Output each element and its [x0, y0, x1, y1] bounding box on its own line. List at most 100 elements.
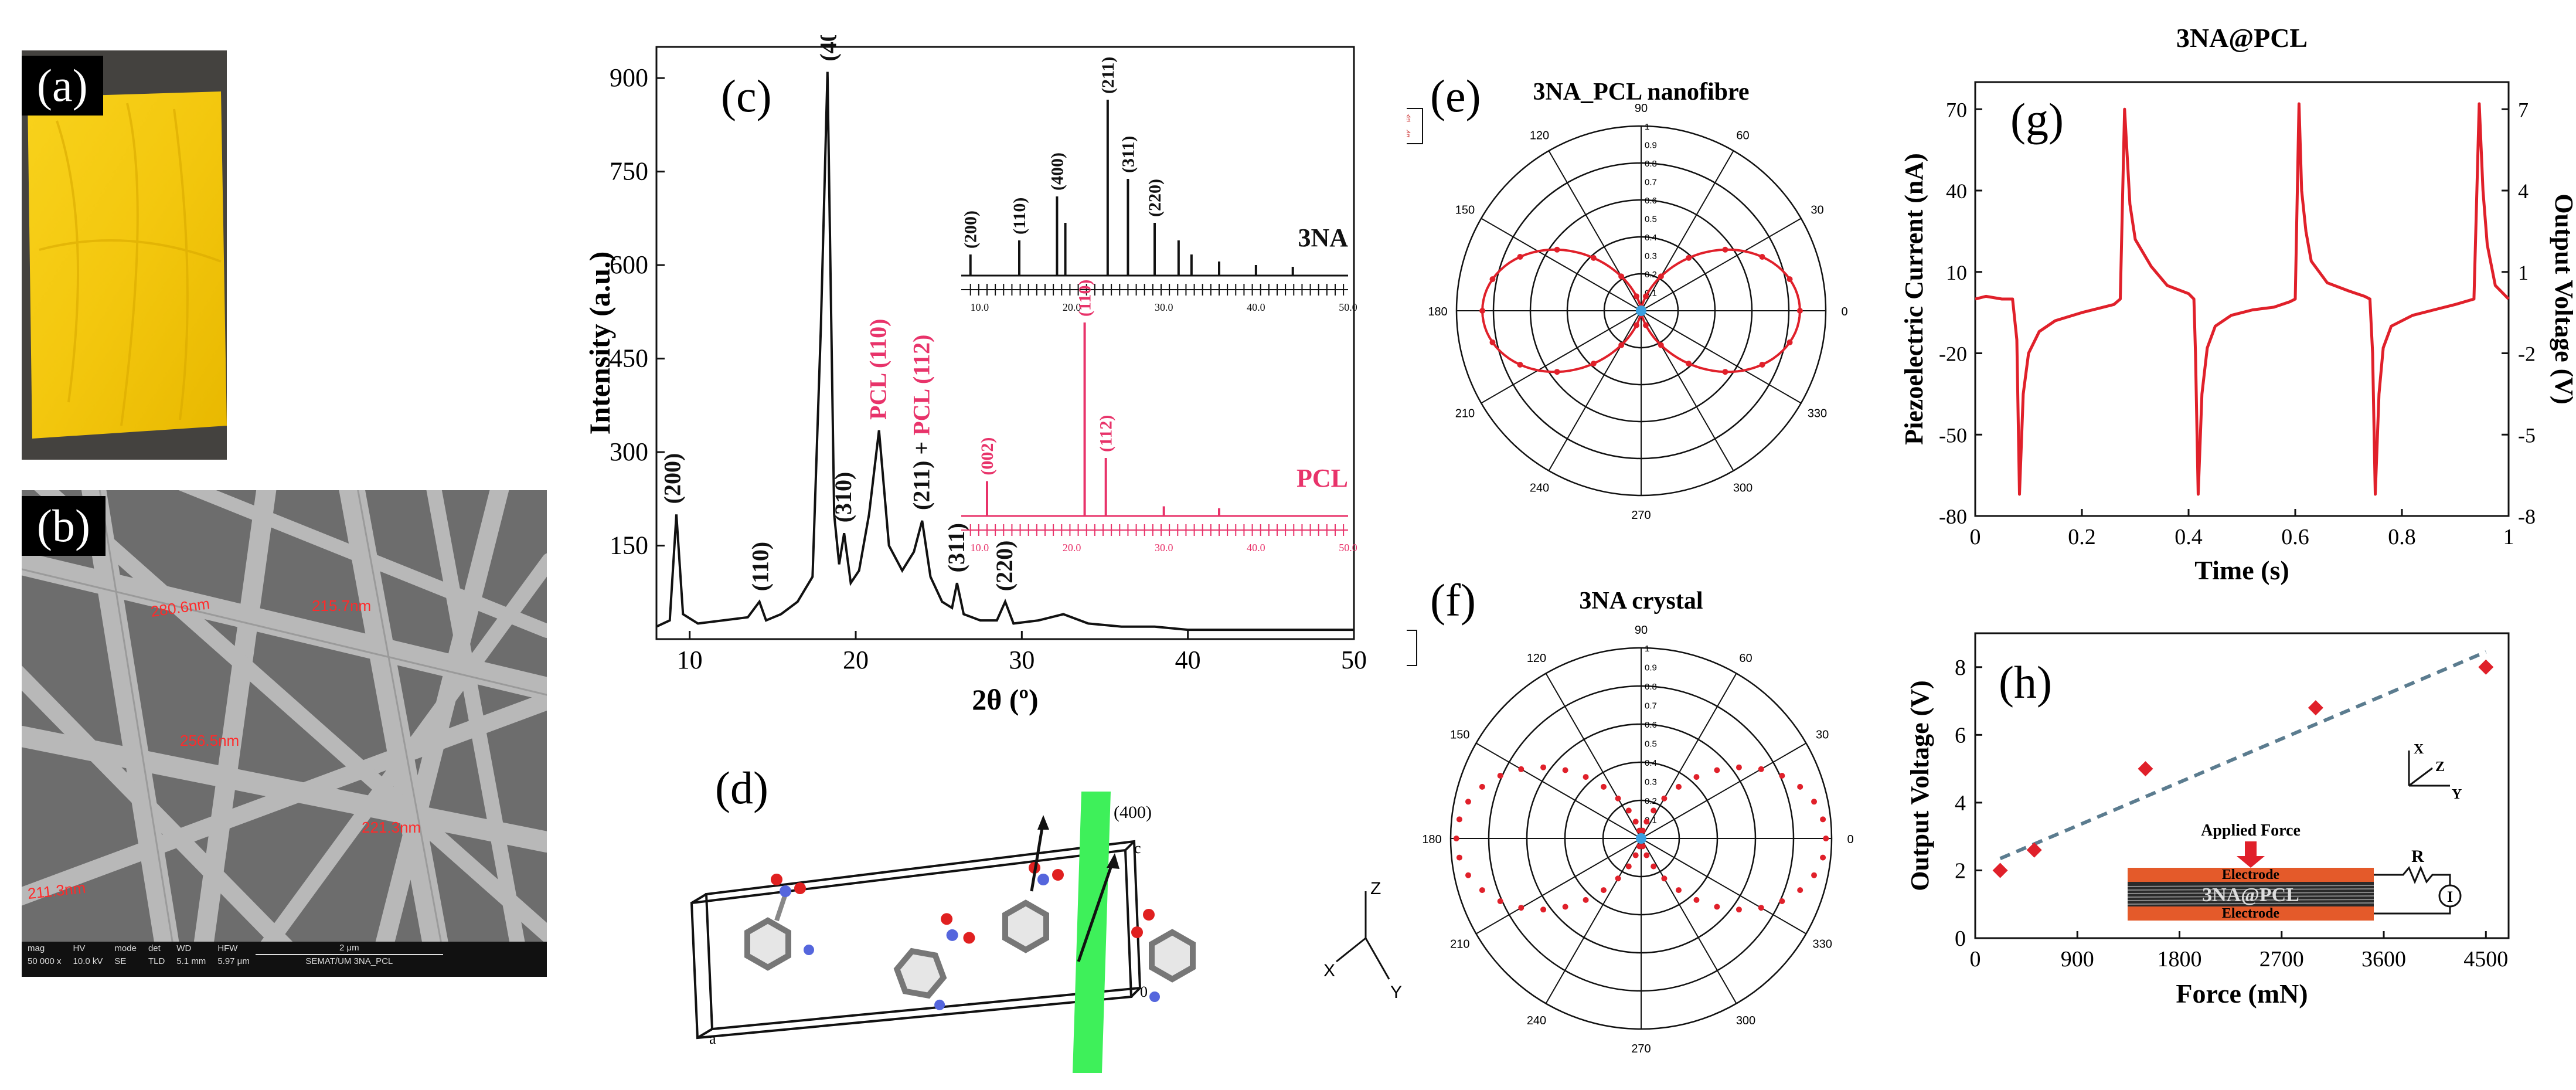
x-axis-label: Force (mN) — [2176, 979, 2308, 1008]
databar-h-hv: HV — [73, 943, 86, 953]
panel-b-label: (b) — [22, 496, 106, 556]
x-tick-label: 10 — [677, 646, 703, 674]
polar-data-point — [1479, 887, 1485, 894]
polar-data-point — [1497, 772, 1503, 779]
triad-y-label: Y — [2452, 787, 2462, 802]
axis-x-label: X — [1323, 961, 1335, 980]
polar-spoke — [1548, 310, 1642, 471]
electrode-bottom-label: Electrode — [2222, 906, 2280, 921]
polar-angle-label: 330 — [1808, 408, 1827, 420]
current-voltage-chart: 3NA@PCL (g) 0 0.2 0.4 0.6 0.8 1 70 7 40 4 10 1 -20 -2 -5… — [1900, 23, 2573, 585]
peak-label: (110) — [747, 542, 774, 591]
polar-data-point — [1736, 906, 1742, 913]
triad-axis — [2408, 767, 2433, 787]
polar-angle-label: 300 — [1733, 482, 1753, 495]
triad-x-label: X — [2414, 742, 2424, 757]
molecule-group — [744, 815, 1196, 1010]
panel-a-photo — [22, 50, 227, 460]
polar-data-point — [1540, 764, 1547, 770]
polar-spoke — [1545, 673, 1642, 839]
inset-tick-label: 30.0 — [1155, 301, 1173, 313]
polar-data-point — [1642, 322, 1649, 328]
inset-name: 3NA — [1298, 223, 1348, 252]
unit-cell-box — [690, 840, 1142, 1040]
y-tick-label: 450 — [610, 344, 648, 373]
polar-data-point — [1634, 293, 1640, 300]
inset-tick-label: 30.0 — [1155, 542, 1173, 554]
panel-c-label: (c) — [721, 70, 772, 121]
polar-data-point — [1786, 276, 1793, 283]
y-tick-label: 40 — [1946, 179, 1967, 203]
peak-label: (400) — [815, 35, 842, 62]
polar-data-point — [1562, 767, 1568, 773]
inset-tick-label: 10.0 — [971, 542, 989, 554]
chart-title: 3NA@PCL — [2176, 23, 2308, 53]
polar-angle-label: 300 — [1736, 1014, 1755, 1027]
panel-a-label: (a) — [22, 56, 103, 116]
polar-data-point — [1615, 875, 1621, 882]
polar-data-point — [1714, 904, 1720, 910]
polar-legend-entry: 实验 — [1407, 114, 1411, 124]
ammeter-icon — [2438, 884, 2462, 908]
polar-angle-label: 240 — [1527, 1014, 1546, 1027]
polar-data-point — [1479, 783, 1485, 790]
inset-tick-label: 20.0 — [1063, 301, 1081, 313]
electrode-bottom — [2128, 906, 2374, 921]
current-trace — [1975, 102, 2510, 496]
polar-data-point — [1714, 767, 1720, 773]
nanofibre-micrograph — [22, 490, 547, 977]
polar-data-point — [1811, 799, 1818, 805]
y-tick-label: -20 — [1939, 342, 1967, 366]
peak-label: (310) — [830, 472, 856, 523]
polar-angle-label: 150 — [1455, 204, 1475, 217]
polar-angle-label: 180 — [1428, 305, 1447, 318]
polar-radial-label: 0.7 — [1645, 178, 1657, 188]
y-axis-label: Piezoelectric Current (nA) — [1900, 153, 1928, 445]
data-point — [1992, 863, 2008, 878]
y-axis-label: Output Voltage (V) — [1905, 680, 1934, 891]
databar-v-mag: 50 000 x — [28, 956, 62, 966]
data-point — [2138, 761, 2153, 777]
film-fibre — [2127, 892, 2374, 894]
polar-data-point — [1820, 816, 1826, 823]
polar-angle-label: 60 — [1739, 652, 1752, 665]
polar-spoke — [1641, 742, 1806, 839]
polar-data-point — [1634, 322, 1640, 328]
polar-angle-label: 240 — [1530, 482, 1549, 495]
databar-v-det: TLD — [148, 956, 165, 966]
polar-data-point — [1722, 369, 1728, 375]
plot-frame — [655, 46, 1355, 640]
polar-data-point — [1518, 905, 1524, 911]
measurement-label-2: 215.7nm — [312, 597, 372, 614]
inset-peak-label: (311) — [1118, 136, 1138, 173]
plot-frame — [1974, 632, 2510, 939]
x-tick-label: 0.4 — [2175, 525, 2203, 549]
polar-data-point — [1618, 342, 1625, 348]
polar-radial-label: 0.8 — [1645, 682, 1657, 692]
polar-spoke — [1641, 673, 1737, 839]
inset-name: PCL — [1296, 464, 1348, 493]
xrd-chart: (c) 10 20 30 40 50 150 300 450 600 750 900 2θ (º) Int… — [583, 35, 1367, 716]
y-tick-label: 0 — [1955, 926, 1966, 951]
voltage-force-chart: (h) 0 900 1800 2700 3600 4500 0 2 4 6 8 Force (mN) Ou… — [1905, 632, 2510, 1008]
polar-data-point — [1722, 246, 1728, 253]
polar-spoke — [1481, 218, 1642, 311]
yellow-film-photo — [22, 50, 227, 460]
polar-data-point — [1562, 904, 1568, 910]
polar-data-point — [1820, 854, 1826, 861]
axes-triad — [1336, 891, 1390, 980]
polar-data-point — [1811, 872, 1818, 878]
polar-angle-label: 210 — [1450, 938, 1469, 951]
databar-h-det: det — [148, 943, 161, 953]
polar-legend-box — [1407, 630, 1417, 666]
panel-e-polar: (e) 3NA_PCL nanofibre 0 30 60 90 120 150 180 210 2… — [1407, 59, 1876, 539]
polar-spoke — [1641, 310, 1734, 471]
polar-radial-label: 0.9 — [1645, 141, 1657, 151]
y-tick-label: 6 — [1955, 723, 1966, 748]
polar-spoke — [1641, 218, 1802, 311]
y-tick-label: 70 — [1946, 98, 1967, 121]
polar-data-point — [1643, 852, 1650, 858]
polar-data-point — [1465, 872, 1471, 878]
polar-data-point — [1736, 764, 1742, 770]
databar-h-mag: mag — [28, 943, 45, 953]
